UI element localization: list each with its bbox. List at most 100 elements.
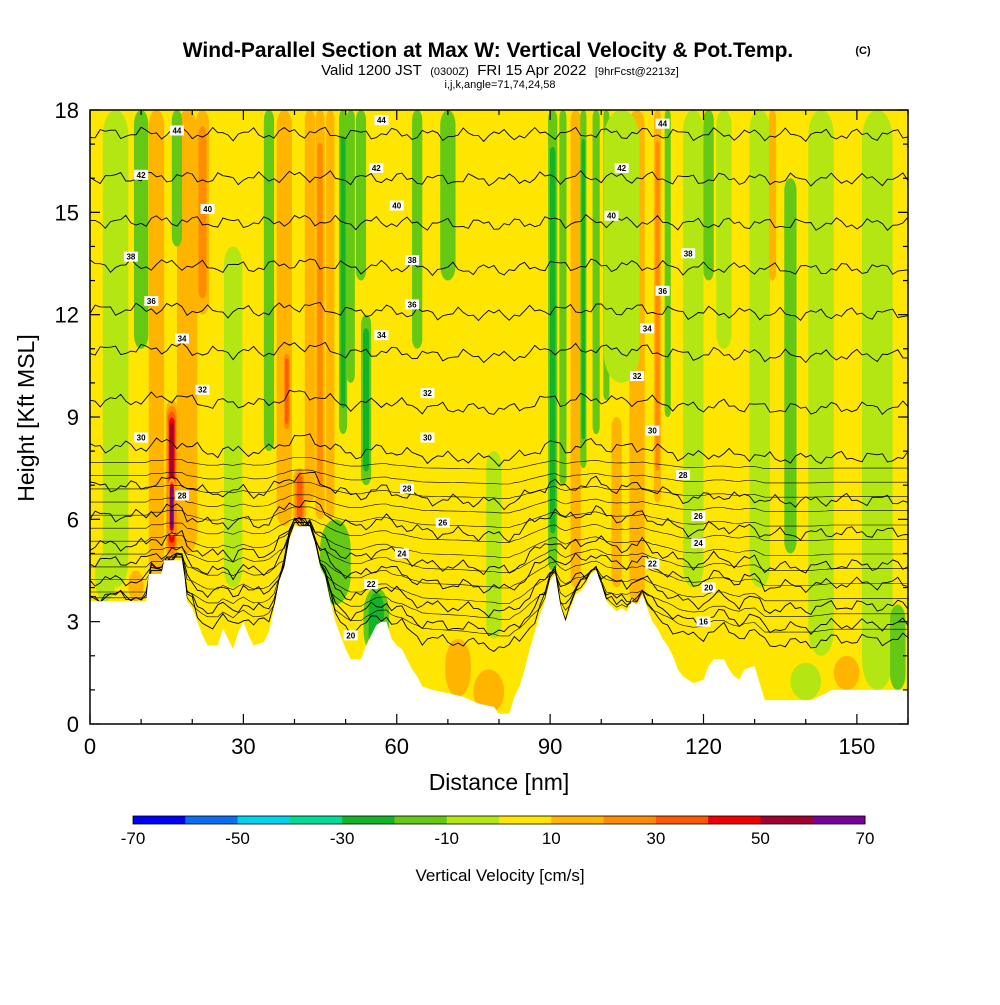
y-tick-label: 9	[67, 405, 79, 430]
velocity-cell	[340, 135, 346, 409]
contour-label-box	[343, 630, 358, 641]
contour-label: 40	[604, 210, 619, 221]
contour-label-text: 26	[438, 519, 447, 528]
contour-label-box	[364, 579, 379, 590]
contour-label-box	[123, 251, 138, 262]
velocity-streak	[102, 110, 129, 588]
isentrope-minor-line	[90, 518, 908, 543]
colorbar-tick-label: -70	[121, 829, 146, 848]
contour-label-text: 36	[658, 287, 667, 296]
contour-label-box	[394, 548, 409, 559]
velocity-cell	[128, 570, 144, 602]
contour-label: 26	[691, 510, 706, 521]
colorbar-swatch	[812, 816, 866, 824]
x-tick-label: 60	[385, 734, 409, 759]
isentrope-line	[90, 341, 908, 364]
contour-label: 24	[394, 548, 409, 559]
contour-label: 34	[175, 333, 190, 344]
velocity-streak	[653, 110, 662, 503]
velocity-streak	[548, 110, 558, 571]
contour-label-box	[630, 371, 645, 382]
contour-label: 22	[364, 579, 379, 590]
contour-label-box	[604, 210, 619, 221]
contour-label-text: 36	[147, 297, 156, 306]
contour-label-box	[175, 490, 190, 501]
isentrope-minor-line	[90, 457, 908, 470]
isentrope-line	[90, 389, 908, 415]
contour-label-box	[701, 582, 716, 593]
colorbar-tick-label: -50	[225, 829, 250, 848]
contour-label-box	[374, 330, 389, 341]
velocity-streak	[749, 110, 770, 588]
contour-label-text: 34	[178, 335, 187, 344]
contour-label: 38	[681, 248, 696, 259]
contour-label-box	[691, 538, 706, 549]
isentrope-contours	[90, 126, 908, 652]
x-axis-title: Distance [nm]	[429, 769, 570, 795]
velocity-cell	[171, 110, 183, 247]
y-tick-label: 0	[67, 712, 79, 737]
isentrope-line	[90, 516, 908, 637]
contour-label-box	[640, 323, 655, 334]
contour-label: 38	[123, 251, 138, 262]
contour-label-box	[175, 333, 190, 344]
contour-label: 30	[420, 432, 435, 443]
velocity-cell	[102, 110, 129, 588]
velocity-cell	[263, 110, 275, 452]
velocity-field	[95, 110, 906, 714]
y-tick-label: 12	[55, 303, 79, 328]
colorbar-swatch	[185, 816, 239, 824]
contour-label-box	[676, 469, 691, 480]
velocity-streak	[768, 110, 777, 281]
velocity-cell	[592, 110, 600, 435]
colorbar-swatch	[708, 816, 761, 824]
velocity-cell	[861, 110, 893, 690]
colorbar-swatch	[342, 816, 395, 824]
velocity-cell	[133, 110, 149, 349]
velocity-streak	[559, 110, 567, 486]
isentrope-line	[90, 213, 908, 231]
contour-label-text: 34	[377, 331, 386, 340]
contour-label-box	[420, 388, 435, 399]
velocity-cell	[346, 110, 355, 383]
contour-label-box	[169, 125, 184, 136]
contour-label-box	[374, 115, 389, 126]
contour-label-text: 30	[648, 427, 657, 436]
velocity-cell	[363, 328, 370, 472]
contour-label-box	[405, 255, 420, 266]
contour-label-text: 32	[198, 386, 207, 395]
contour-label-text: 38	[684, 249, 693, 258]
isentrope-line	[90, 500, 908, 543]
contour-label-text: 22	[367, 580, 376, 589]
contour-label: 34	[640, 323, 655, 334]
contour-label-box	[420, 432, 435, 443]
isentrope-line	[90, 126, 908, 143]
velocity-streak	[338, 110, 348, 435]
isentrope-line	[90, 258, 908, 277]
chart-title: Wind-Parallel Section at Max W: Vertical…	[183, 39, 794, 62]
contour-label-text: 44	[172, 126, 181, 135]
isentrope-minor-line	[90, 522, 908, 620]
isentrope-minor-line	[90, 522, 908, 558]
y-axis-title: Height [Kft MSL]	[13, 334, 39, 501]
contour-label-text: 42	[617, 164, 626, 173]
contour-label: 32	[630, 371, 645, 382]
contour-label-box	[645, 558, 660, 569]
contour-label: 36	[405, 299, 420, 310]
velocity-streak	[473, 669, 505, 714]
contour-label-box	[134, 169, 149, 180]
velocity-cell	[703, 110, 714, 281]
contour-label-text: 32	[633, 372, 642, 381]
contour-label: 30	[134, 432, 149, 443]
velocity-cell	[355, 110, 367, 281]
velocity-cell	[326, 110, 335, 520]
colorbar-swatch	[237, 816, 291, 824]
contour-label: 28	[399, 483, 414, 494]
isentrope-line	[90, 301, 908, 322]
contour-label: 42	[134, 169, 149, 180]
isentrope-minor-line	[90, 494, 908, 514]
contour-label-text: 34	[643, 324, 652, 333]
contour-label: 16	[696, 616, 711, 627]
